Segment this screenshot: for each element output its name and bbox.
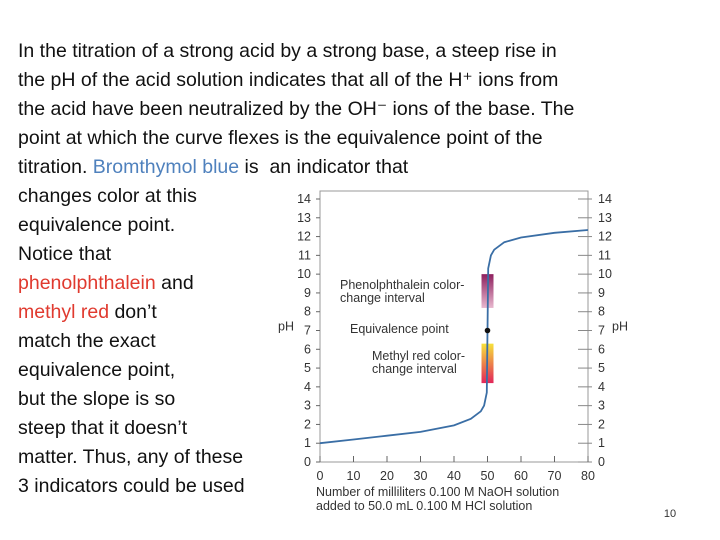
annotation: change interval	[340, 291, 425, 305]
paragraph-line: Notice that	[18, 243, 112, 265]
x-tick-label: 80	[581, 469, 595, 483]
page-number: 10	[664, 508, 676, 520]
text-run: In the titration of a strong acid by a s…	[18, 40, 557, 62]
x-tick-label: 50	[481, 469, 495, 483]
text-run: the acid have been neutralized by the OH…	[18, 98, 574, 120]
annotation: Methyl red color-	[372, 349, 465, 363]
text-run: titration.	[18, 156, 93, 178]
y-tick-label: 1	[304, 436, 311, 450]
paragraph-line: matter. Thus, any of these	[18, 446, 243, 468]
text-run: equivalence point.	[18, 214, 175, 236]
y-tick-label: 11	[298, 248, 311, 262]
text-run: matter. Thus, any of these	[18, 446, 243, 468]
annotation: Phenolphthalein color-	[340, 278, 464, 292]
y-axis-label: pH	[278, 320, 294, 334]
y2-tick-label: 13	[598, 211, 612, 225]
x-tick-label: 10	[347, 469, 361, 483]
y-tick-label: 12	[297, 230, 311, 244]
y2-tick-label: 10	[598, 267, 612, 281]
text-run: but the slope is so	[18, 388, 175, 410]
paragraph-line: 3 indicators could be used	[18, 475, 245, 497]
x-tick-label: 0	[317, 469, 324, 483]
text-run: match the exact	[18, 330, 156, 352]
y2-tick-label: 14	[598, 192, 612, 206]
x-tick-label: 70	[548, 469, 562, 483]
text-run: is an indicator that	[239, 156, 409, 178]
text-run: Notice that	[18, 243, 112, 265]
text-run: methyl red	[18, 301, 109, 323]
y2-tick-label: 11	[598, 248, 611, 262]
text-run: changes color at this	[18, 185, 197, 207]
x-axis-label: Number of milliliters 0.100 M NaOH solut…	[316, 485, 559, 499]
paragraph-line: equivalence point,	[18, 359, 175, 381]
y-tick-label: 5	[304, 361, 311, 375]
text-run: don’t	[109, 301, 157, 323]
paragraph-line: but the slope is so	[18, 388, 175, 410]
text-run: and	[156, 272, 194, 294]
paragraph-line: point at which the curve flexes is the e…	[18, 127, 543, 149]
paragraph-line: match the exact	[18, 330, 156, 352]
y2-tick-label: 6	[598, 342, 605, 356]
y2-tick-label: 7	[598, 324, 605, 338]
y-tick-label: 7	[304, 324, 311, 338]
x-tick-label: 40	[447, 469, 461, 483]
y2-tick-label: 0	[598, 455, 605, 469]
text-run: Bromthymol blue	[93, 156, 239, 178]
y-tick-label: 2	[304, 417, 311, 431]
paragraph-line: the pH of the acid solution indicates th…	[18, 69, 558, 91]
y-tick-label: 6	[304, 342, 311, 356]
paragraph-line: phenolphthalein and	[18, 272, 194, 294]
paragraph-line: the acid have been neutralized by the OH…	[18, 98, 574, 120]
x-tick-label: 30	[414, 469, 428, 483]
y2-tick-label: 5	[598, 361, 605, 375]
y-tick-label: 10	[297, 267, 311, 281]
paragraph-line: methyl red don’t	[18, 301, 157, 323]
y-tick-label: 9	[304, 286, 311, 300]
text-run: phenolphthalein	[18, 272, 156, 294]
y2-axis-label: pH	[612, 320, 628, 334]
y2-tick-label: 9	[598, 286, 605, 300]
text-run: point at which the curve flexes is the e…	[18, 127, 543, 149]
y-tick-label: 8	[304, 305, 311, 319]
y2-tick-label: 3	[598, 399, 605, 413]
equivalence-point	[484, 327, 491, 334]
paragraph-line: changes color at this	[18, 185, 197, 207]
y-tick-label: 0	[304, 455, 311, 469]
y2-tick-label: 8	[598, 305, 605, 319]
y2-tick-label: 2	[598, 417, 605, 431]
x-tick-label: 60	[514, 469, 528, 483]
paragraph-line: titration. Bromthymol blue is an indicat…	[18, 156, 409, 178]
paragraph-line: steep that it doesn’t	[18, 417, 188, 439]
y-tick-label: 4	[304, 380, 311, 394]
text-run: equivalence point,	[18, 359, 175, 381]
titration-curve	[319, 229, 589, 445]
y2-tick-label: 12	[598, 230, 612, 244]
text-run: 3 indicators could be used	[18, 475, 245, 497]
annotation: change interval	[372, 362, 457, 376]
x-tick-label: 20	[380, 469, 394, 483]
paragraph-line: In the titration of a strong acid by a s…	[18, 40, 557, 62]
x-axis-label: added to 50.0 mL 0.100 M HCl solution	[316, 499, 532, 513]
y-tick-label: 13	[297, 211, 311, 225]
text-run: the pH of the acid solution indicates th…	[18, 69, 558, 91]
y-tick-label: 14	[297, 192, 311, 206]
paragraph-line: equivalence point.	[18, 214, 175, 236]
text-run: steep that it doesn’t	[18, 417, 188, 439]
annotation: Equivalence point	[350, 322, 449, 336]
y2-tick-label: 4	[598, 380, 605, 394]
y-tick-label: 3	[304, 399, 311, 413]
y2-tick-label: 1	[598, 436, 605, 450]
